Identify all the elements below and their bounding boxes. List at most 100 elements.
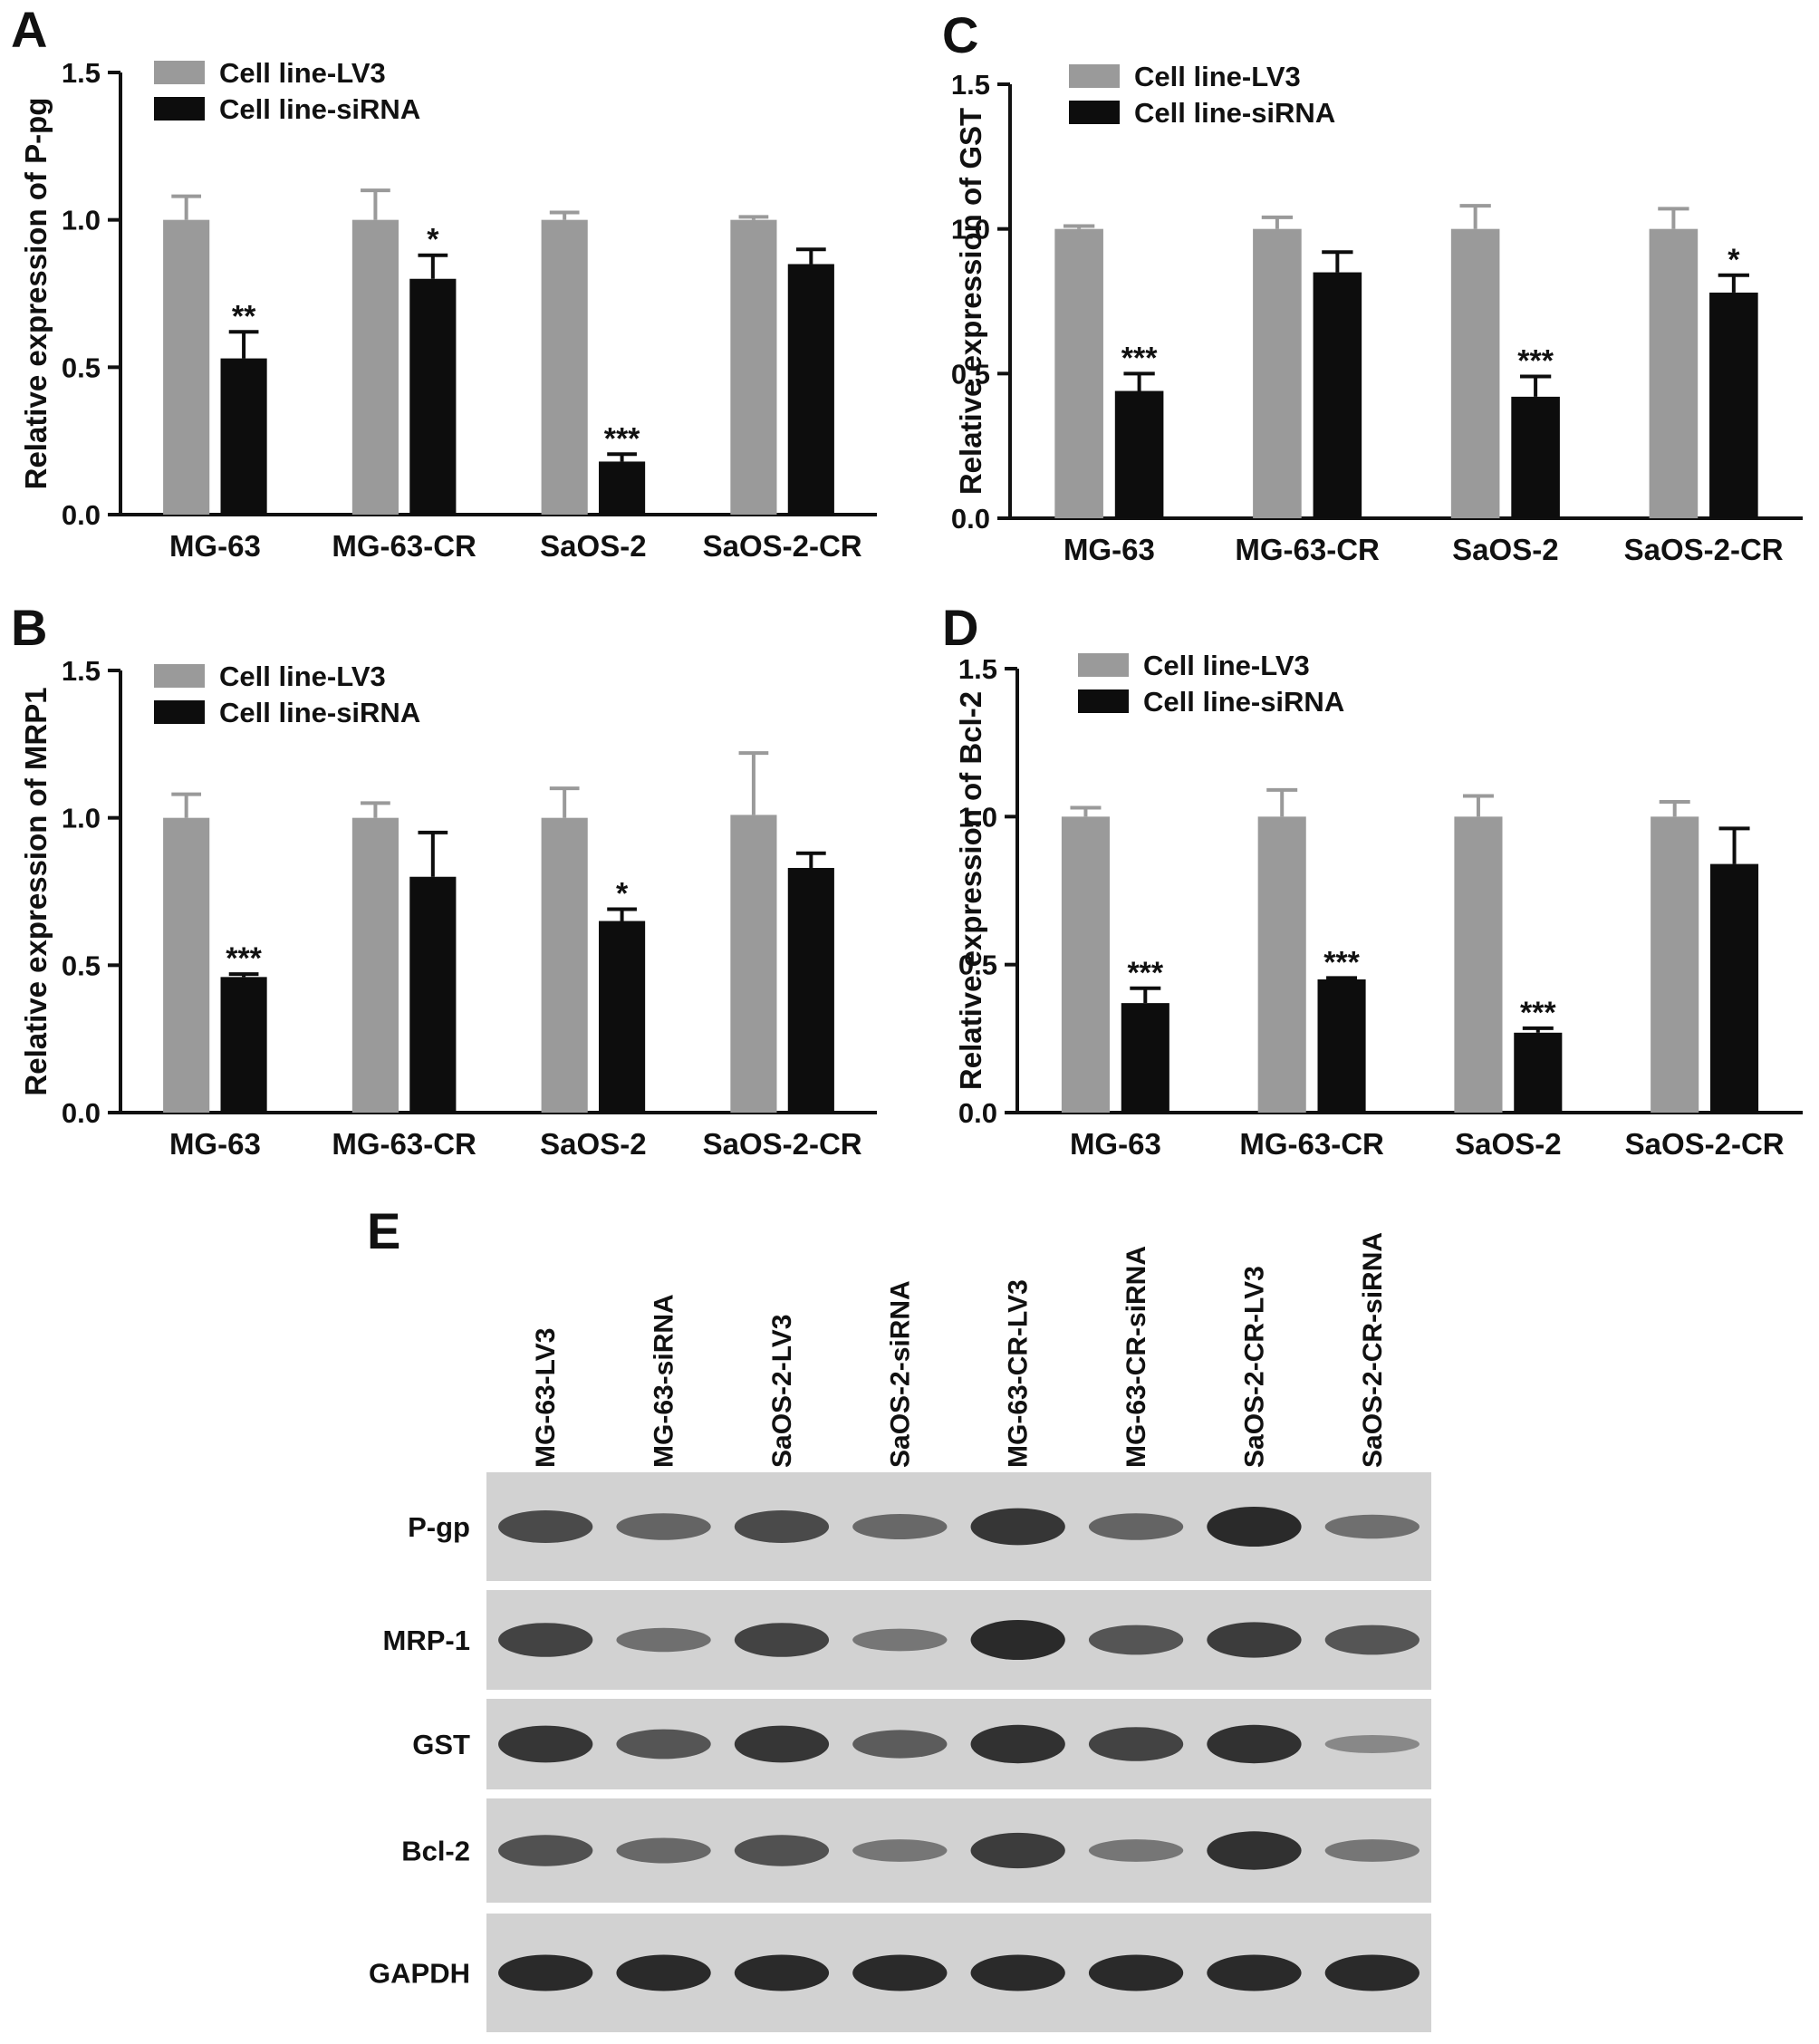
bar-lv3 [730,219,777,515]
y-tick-label: 0.0 [62,1097,101,1129]
blot-band [616,1627,711,1653]
x-tick-label: MG-63 [1063,533,1155,566]
bar-lv3 [1253,228,1302,518]
panel-letter: E [367,1202,400,1259]
panel-a: A 0.0 0.5 1.0 1.5 Relative expression of P-pg… [11,1,877,563]
y-tick-label: 0.5 [62,950,101,981]
bar-lv3 [541,817,588,1113]
blot-band [498,1725,593,1763]
y-tick-label: 1.0 [958,801,997,833]
legend-swatch [1069,64,1120,88]
x-tick-label: SaOS-2 [540,529,646,563]
blot-row-label: GAPDH [369,1958,470,1990]
x-tick-label: MG-63 [169,1127,261,1161]
y-tick-label: 0.5 [62,352,101,383]
y-tick-label: 0.5 [951,358,990,390]
y-axis-label: Relative expression of P-pg [19,98,53,490]
legend-swatch [154,700,205,724]
bar-sirna [220,358,267,515]
bar-lv3 [1257,816,1306,1113]
panel-letter: A [11,1,47,58]
blot-band [1324,1954,1420,1991]
y-tick-label: 0.0 [951,503,990,535]
bar-sirna [787,867,834,1113]
bar-lv3 [1054,228,1103,518]
panel-c: C 0.0 0.5 1.0 1.5 Relative expression of GST *… [942,6,1803,566]
significance-annotation: * [616,877,629,911]
x-tick-label: SaOS-2 [1452,533,1558,566]
blot-band [1088,1513,1184,1540]
significance-annotation: *** [1121,341,1158,375]
bar-lv3 [163,817,210,1113]
x-tick-label: MG-63 [1070,1127,1161,1161]
blot-row-label: Bcl-2 [401,1836,470,1867]
x-tick-label: MG-63-CR [1235,533,1380,566]
bar-sirna [220,977,267,1113]
panel-e-blot: E MG-63-LV3 MG-63-siRNA SaOS-2-LV3 SaOS-2-si… [367,1202,1431,2032]
legend-label: Cell line-LV3 [219,57,386,89]
blot-band [734,1725,830,1763]
lane-label: MG-63-siRNA [650,1294,679,1468]
significance-annotation: *** [226,941,262,976]
bar-sirna [409,278,457,515]
x-tick-label: SaOS-2-CR [703,1127,862,1161]
y-tick-label: 0.0 [62,499,101,531]
panel-d: D 0.0 0.5 1.0 1.5 Relative expression of Bcl-… [942,599,1803,1161]
bar-sirna [1709,292,1758,518]
blot-band [498,1510,593,1543]
bar-lv3 [1649,228,1699,518]
y-tick-label: 0.5 [958,950,997,981]
blot-band [616,1729,711,1760]
x-tick-label: MG-63-CR [1239,1127,1384,1161]
blot-band [852,1730,948,1759]
blot-row-label: MRP-1 [383,1625,470,1656]
significance-annotation: *** [604,421,640,456]
significance-annotation: * [427,223,439,257]
bar-sirna [599,921,646,1113]
blot-band [1324,1625,1420,1655]
blot-band [616,1513,711,1540]
lane-label: SaOS-2-CR-LV3 [1239,1266,1269,1468]
blot-band [1088,1839,1184,1862]
blot-band [498,1954,593,1991]
blot-band [1324,1514,1420,1539]
blot-band [852,1954,948,1991]
x-tick-label: SaOS-2-CR [703,529,862,563]
bar-lv3 [730,815,777,1113]
blot-band [970,1954,1065,1991]
legend-label: Cell line-LV3 [1143,650,1310,681]
bar-lv3 [1061,816,1111,1113]
blot-band [734,1623,830,1657]
panel-letter: B [11,599,47,656]
x-tick-label: MG-63-CR [332,529,476,563]
blot-band [1207,1724,1302,1764]
blot-band [970,1508,1065,1546]
bar-sirna [1313,272,1362,518]
bar-sirna [1511,396,1560,518]
bar-lv3 [163,219,210,515]
panel-letter: D [942,599,978,656]
y-tick-label: 1.0 [951,214,990,246]
legend-swatch [1078,653,1129,677]
blot-band [1207,1954,1302,1991]
legend-swatch [154,664,205,688]
legend-label: Cell line-siRNA [1143,686,1344,718]
bar-lv3 [1454,816,1503,1113]
x-tick-label: SaOS-2-CR [1624,533,1784,566]
blot-band [734,1954,830,1991]
y-tick-label: 1.0 [62,803,101,834]
x-tick-label: SaOS-2 [1455,1127,1561,1161]
bar-lv3 [351,219,399,515]
blot-band [616,1837,711,1864]
blot-band [734,1835,830,1866]
blot-band [734,1510,830,1543]
y-tick-label: 0.0 [958,1097,997,1129]
legend-label: Cell line-siRNA [1134,97,1335,129]
significance-annotation: *** [1323,945,1360,979]
blot-row-label: GST [412,1729,470,1760]
lane-label: SaOS-2-CR-siRNA [1358,1232,1388,1468]
bar-lv3 [1450,228,1500,518]
lane-label: MG-63-LV3 [531,1328,561,1468]
blot-band [1207,1622,1302,1658]
bar-lv3 [541,219,588,515]
